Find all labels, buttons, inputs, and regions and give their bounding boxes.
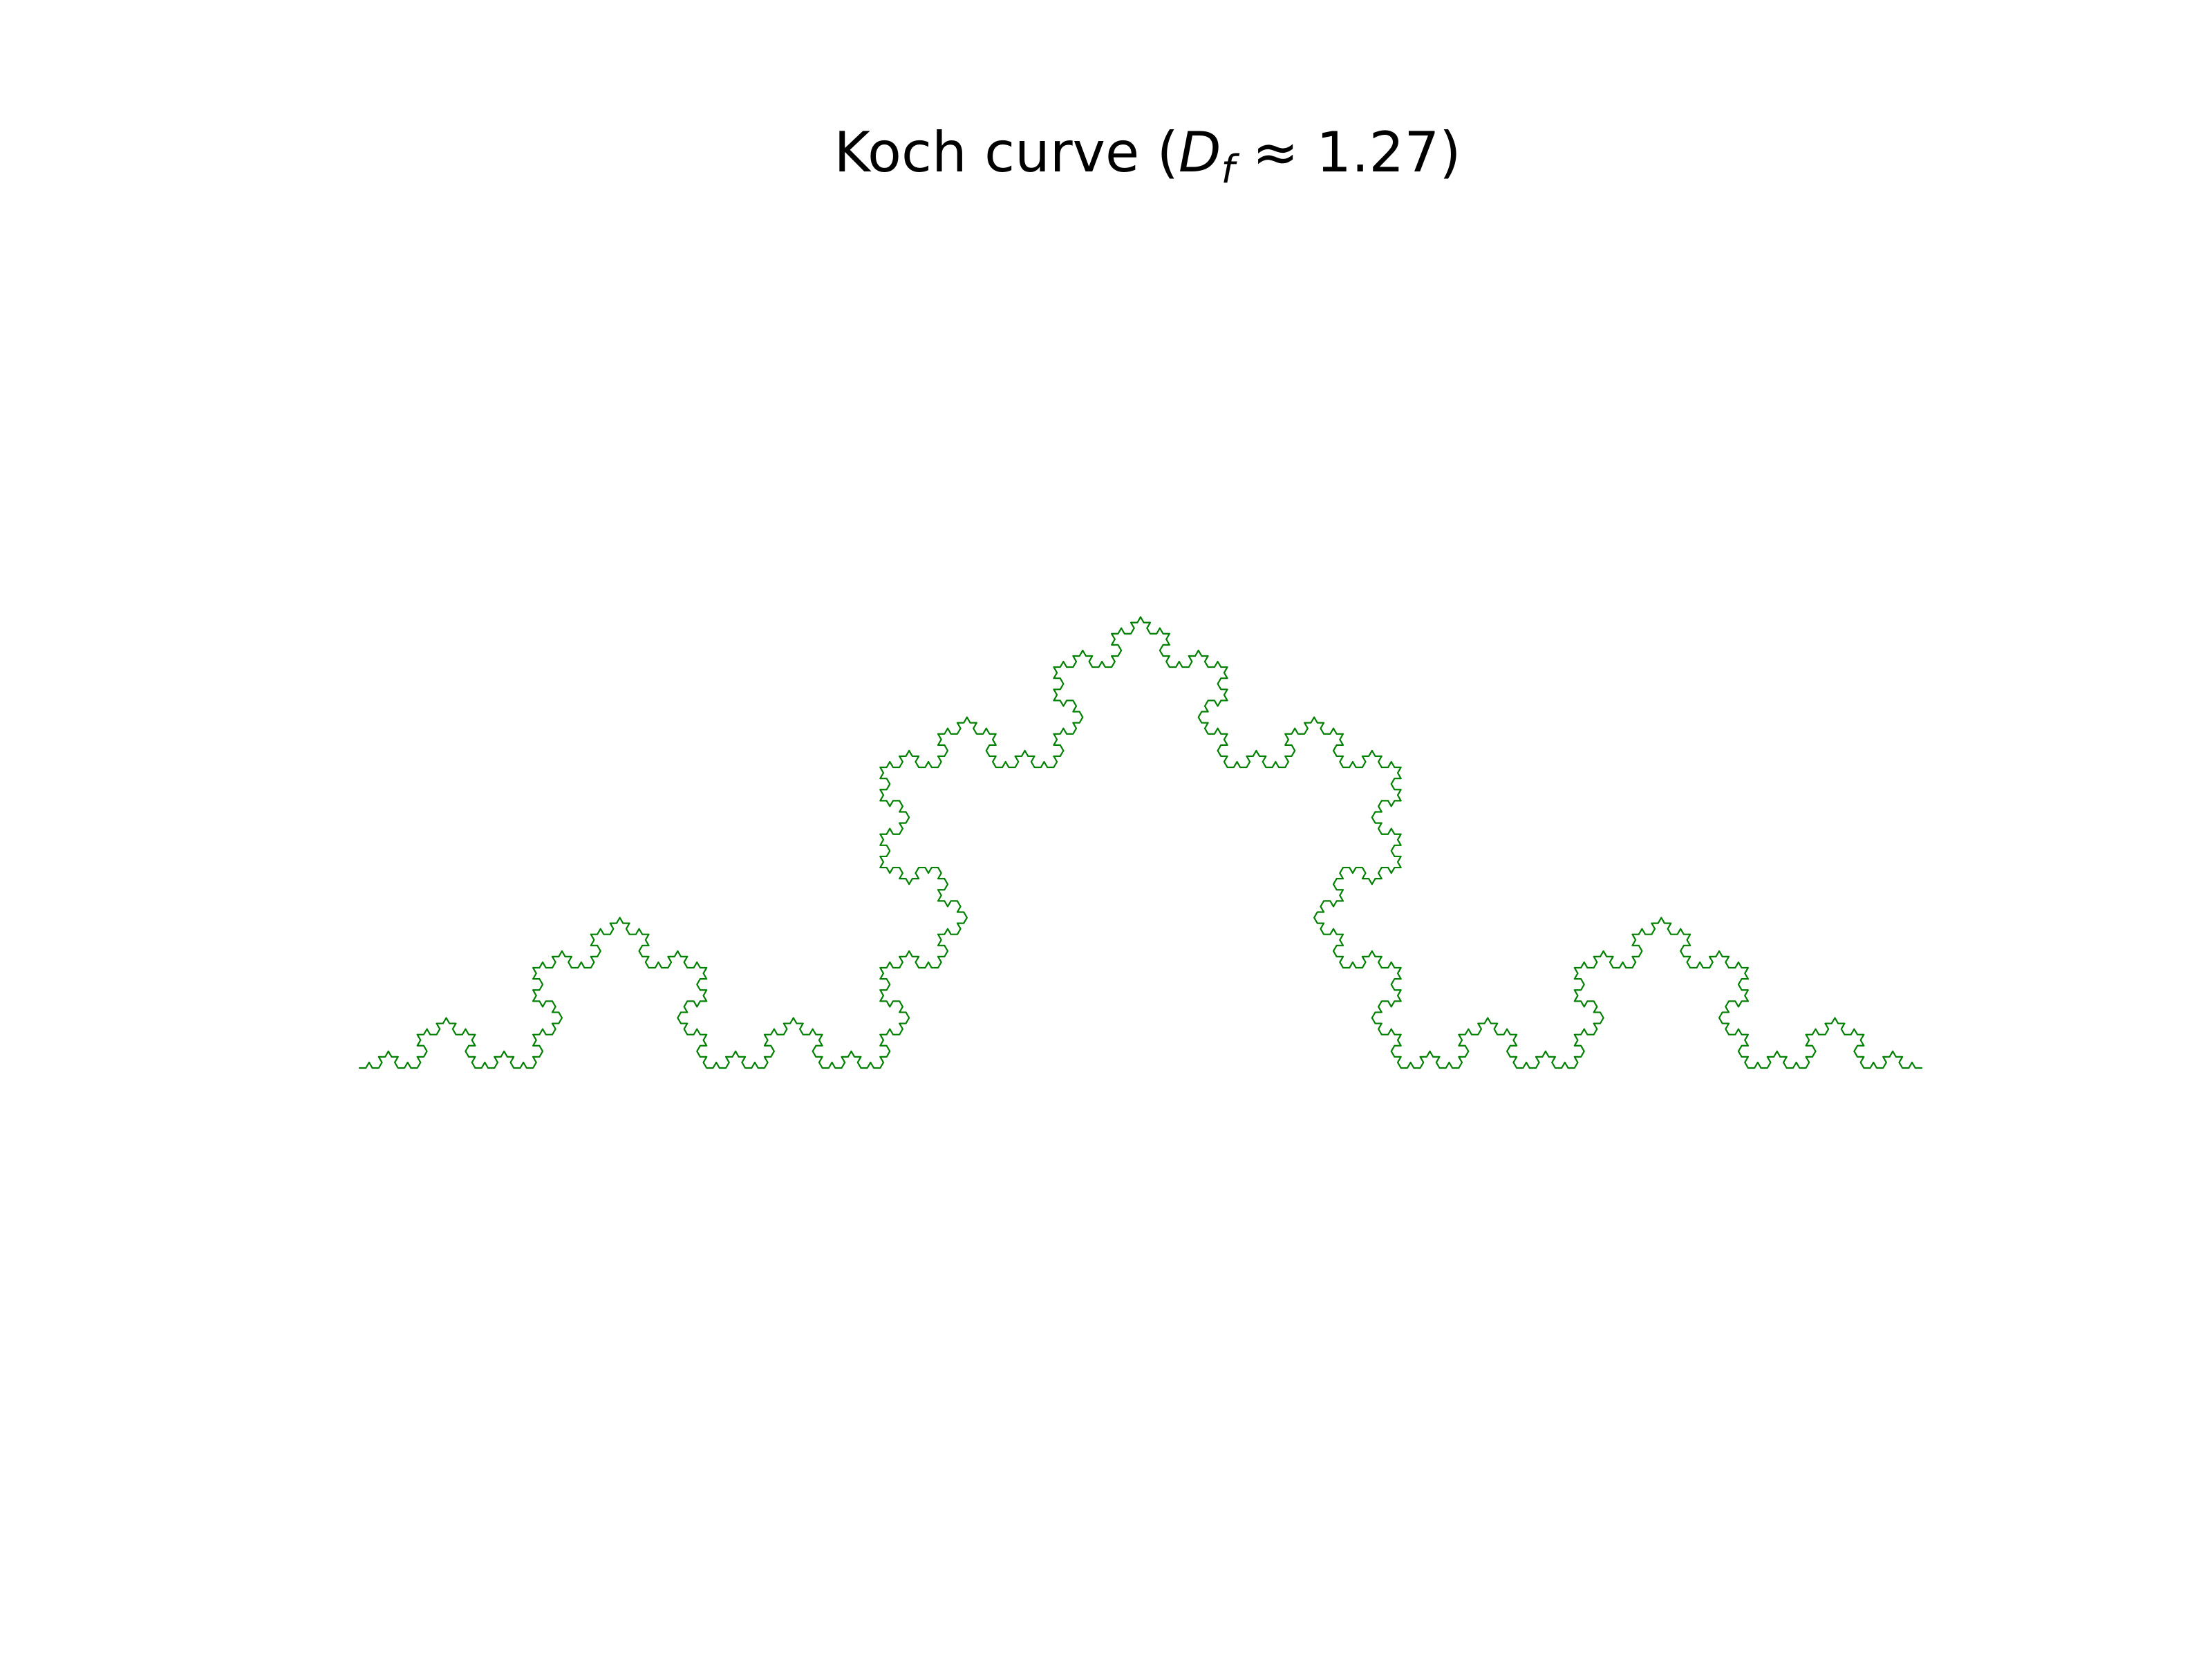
title-symbol-d: D [1179, 120, 1221, 185]
title-relation: ≈ 1.27) [1235, 120, 1461, 185]
koch-curve [358, 616, 1923, 1069]
figure-title: Koch curve (Df ≈ 1.27) [834, 120, 1461, 192]
title-prefix: Koch curve ( [834, 120, 1179, 185]
